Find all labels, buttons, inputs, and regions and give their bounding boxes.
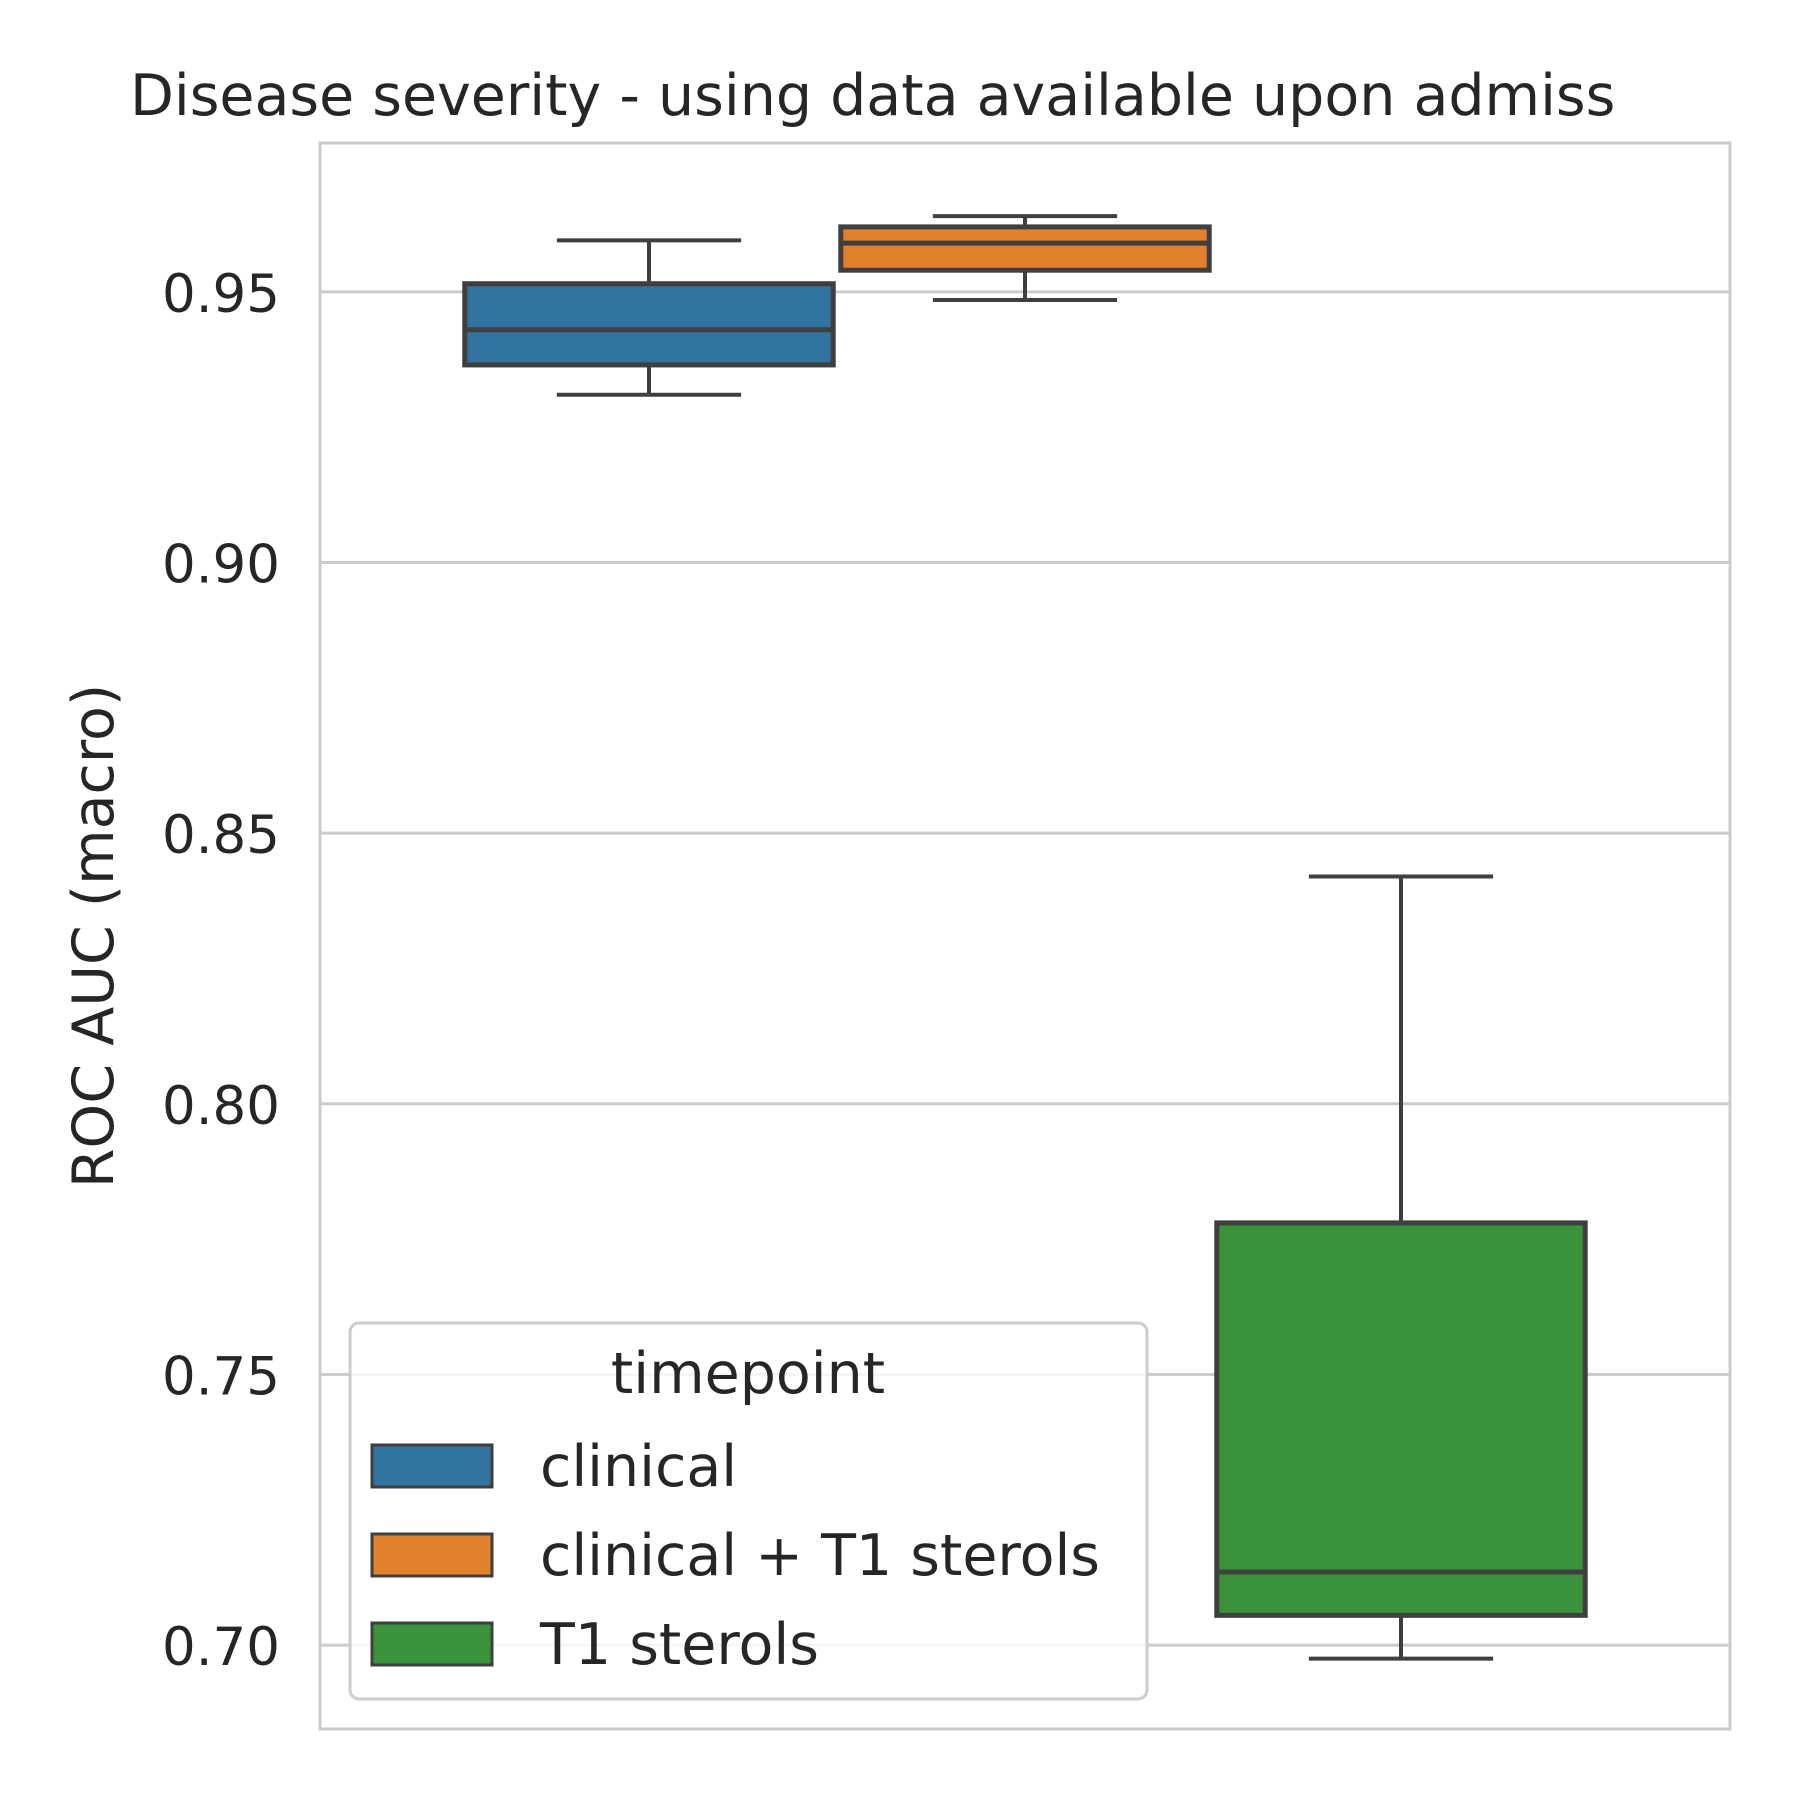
plot-frame	[318, 141, 1732, 1731]
legend-item: T1 sterols	[370, 1612, 819, 1678]
y-tick-label: 0.90	[162, 535, 280, 596]
box-body	[462, 281, 836, 368]
box-body	[1214, 1220, 1588, 1618]
legend-item: clinical	[370, 1434, 737, 1500]
legend-label: clinical	[540, 1434, 737, 1500]
box-clinical	[462, 238, 836, 397]
chart-title: Disease severity - using data available …	[130, 63, 1615, 129]
legend: timepoint clinical clinical + T1 sterols T…	[348, 1321, 1149, 1701]
legend-box	[348, 1321, 1149, 1701]
box-t1-sterols	[1214, 874, 1588, 1661]
legend-item: clinical + T1 sterols	[370, 1523, 1100, 1589]
legend-title: timepoint	[611, 1341, 885, 1407]
y-axis-label: ROC AUC (macro)	[61, 684, 127, 1188]
legend-label: clinical + T1 sterols	[540, 1523, 1100, 1589]
y-tick-label: 0.85	[162, 805, 280, 866]
legend-swatch	[370, 1621, 494, 1667]
legend-swatch	[370, 1532, 494, 1578]
legend-swatch	[370, 1443, 494, 1489]
y-tick-labels: 0.70 0.75 0.80 0.85 0.90 0.95	[162, 264, 280, 1678]
legend-label: T1 sterols	[539, 1612, 819, 1678]
y-tick-label: 0.95	[162, 264, 280, 325]
box-clinical-t1-sterols	[838, 214, 1212, 302]
boxplots	[462, 214, 1588, 1661]
y-tick-label: 0.70	[162, 1617, 280, 1678]
box-body	[838, 224, 1212, 273]
y-tick-label: 0.75	[162, 1346, 280, 1407]
legend-items: clinical clinical + T1 sterols T1 sterols	[370, 1434, 1100, 1678]
y-tick-label: 0.80	[162, 1076, 280, 1137]
